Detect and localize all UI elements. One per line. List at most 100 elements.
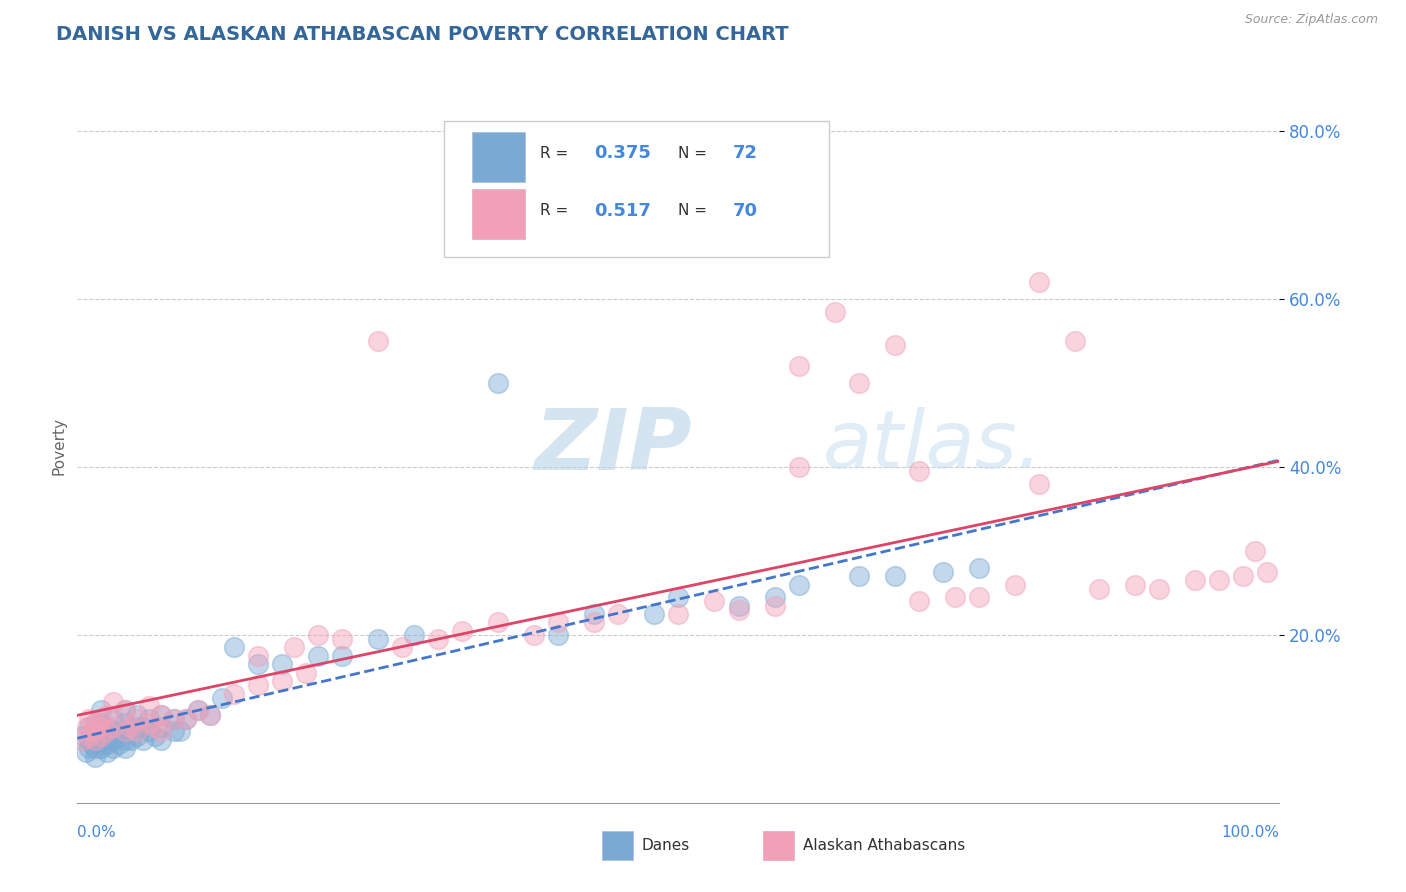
Point <box>84 716 107 731</box>
Point <box>222 640 245 655</box>
Text: R =: R = <box>540 203 574 218</box>
Point <box>1232 569 1254 583</box>
Point <box>668 607 690 621</box>
Point <box>100 732 122 747</box>
Text: 0.517: 0.517 <box>595 202 651 219</box>
Text: DANISH VS ALASKAN ATHABASCAN POVERTY CORRELATION CHART: DANISH VS ALASKAN ATHABASCAN POVERTY COR… <box>56 25 789 44</box>
Text: atlas.: atlas. <box>823 407 1043 485</box>
Point <box>80 737 103 751</box>
Point <box>87 729 110 743</box>
Point <box>186 703 209 717</box>
Point <box>1028 476 1050 491</box>
Point <box>79 729 101 743</box>
Point <box>246 678 269 692</box>
Point <box>150 707 173 722</box>
Point <box>1123 577 1146 591</box>
Point <box>1149 582 1171 596</box>
Point <box>186 703 209 717</box>
FancyBboxPatch shape <box>471 189 524 239</box>
Point <box>824 304 846 318</box>
Point <box>84 741 107 756</box>
Point <box>162 724 184 739</box>
Point <box>150 732 173 747</box>
Point <box>90 732 112 747</box>
Point <box>367 334 389 348</box>
Point <box>84 732 107 747</box>
Point <box>486 615 509 630</box>
Text: Source: ZipAtlas.com: Source: ZipAtlas.com <box>1244 13 1378 27</box>
Point <box>96 746 118 760</box>
Point <box>211 690 233 705</box>
Point <box>1244 544 1267 558</box>
Text: 72: 72 <box>733 145 758 162</box>
Point <box>90 716 112 731</box>
Point <box>908 594 931 608</box>
FancyBboxPatch shape <box>471 132 524 182</box>
Point <box>114 724 136 739</box>
Point <box>270 657 292 672</box>
Text: N =: N = <box>679 146 713 161</box>
Point <box>120 732 142 747</box>
Point <box>114 703 136 717</box>
Point <box>547 628 569 642</box>
Point <box>1088 582 1111 596</box>
Point <box>145 720 167 734</box>
Point <box>132 720 155 734</box>
Point <box>1064 334 1087 348</box>
Point <box>84 749 107 764</box>
Point <box>103 741 125 756</box>
Point <box>222 687 245 701</box>
Point <box>79 732 101 747</box>
Point <box>84 724 107 739</box>
Point <box>883 338 905 352</box>
Point <box>103 712 125 726</box>
Point <box>127 720 149 734</box>
Point <box>174 712 197 726</box>
Point <box>330 648 353 663</box>
Point <box>967 560 990 574</box>
Point <box>307 648 329 663</box>
Text: 70: 70 <box>733 202 758 219</box>
Point <box>87 720 110 734</box>
Point <box>607 607 630 621</box>
Point <box>127 707 149 722</box>
Point <box>96 737 118 751</box>
Point <box>668 590 690 604</box>
Point <box>96 720 118 734</box>
Point <box>132 732 155 747</box>
Point <box>96 729 118 743</box>
Point <box>138 716 160 731</box>
Point <box>108 724 131 739</box>
FancyBboxPatch shape <box>444 121 828 257</box>
Point <box>127 724 149 739</box>
Point <box>787 577 810 591</box>
Point <box>90 729 112 743</box>
Point <box>883 569 905 583</box>
Point <box>150 720 173 734</box>
Point <box>427 632 450 646</box>
Point <box>72 729 94 743</box>
Point <box>283 640 305 655</box>
Point <box>763 590 786 604</box>
Point <box>103 695 125 709</box>
Point <box>79 741 101 756</box>
Point <box>967 590 990 604</box>
Point <box>96 724 118 739</box>
Point <box>120 720 142 734</box>
Point <box>330 632 353 646</box>
Text: Danes: Danes <box>641 838 689 853</box>
Text: 100.0%: 100.0% <box>1222 825 1279 839</box>
Point <box>270 674 292 689</box>
Text: Alaskan Athabascans: Alaskan Athabascans <box>803 838 965 853</box>
Point <box>76 720 98 734</box>
Text: N =: N = <box>679 203 713 218</box>
Text: 0.0%: 0.0% <box>77 825 117 839</box>
Point <box>114 724 136 739</box>
Point <box>114 703 136 717</box>
Point <box>1028 275 1050 289</box>
Point <box>787 460 810 475</box>
Point <box>90 724 112 739</box>
Point <box>703 594 725 608</box>
Point <box>114 741 136 756</box>
Point <box>583 615 606 630</box>
